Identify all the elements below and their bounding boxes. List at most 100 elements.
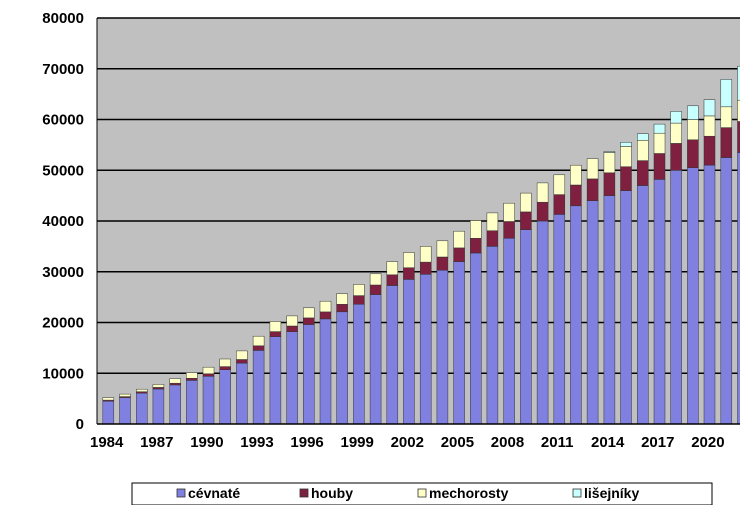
bar-cévnaté-2022 xyxy=(737,152,740,425)
bar-mechorosty-1998 xyxy=(336,293,348,305)
bar-mechorosty-2003 xyxy=(419,246,432,263)
bar-cévnaté-1986 xyxy=(136,392,148,425)
y-tick-label: 10000 xyxy=(42,365,84,382)
bar-lišejníky-2022 xyxy=(737,65,740,101)
bar-lišejníky-2018 xyxy=(670,111,682,124)
legend-label: houby xyxy=(311,485,353,501)
bar-cévnaté-2007 xyxy=(486,246,499,425)
bar-houby-2018 xyxy=(670,143,682,171)
bar-cévnaté-2021 xyxy=(720,157,733,425)
y-tick-labels: 0 10000 20000 30000 40000 50000 60000 70000 8000… xyxy=(42,10,84,433)
bar-houby-2016 xyxy=(637,160,649,186)
bar-cévnaté-1994 xyxy=(269,336,282,425)
bar-mechorosty-1992 xyxy=(236,350,248,360)
bar-cévnaté-1993 xyxy=(252,350,265,425)
bar-mechorosty-1990 xyxy=(202,366,215,375)
y-tick-label: 60000 xyxy=(42,112,84,129)
y-tick-label: 0 xyxy=(76,416,84,433)
x-tick-label: 2017 xyxy=(641,434,674,451)
bar-houby-1992 xyxy=(236,359,248,364)
x-tick-label: 2005 xyxy=(441,434,474,451)
bar-houby-2009 xyxy=(520,211,532,230)
bar-cévnaté-2001 xyxy=(386,285,399,425)
bar-houby-1999 xyxy=(353,295,365,305)
bar-houby-1989 xyxy=(186,378,198,381)
bar-houby-2017 xyxy=(653,153,666,180)
bar-houby-1996 xyxy=(303,317,315,325)
bar-cévnaté-1995 xyxy=(286,331,298,425)
bar-mechorosty-2000 xyxy=(369,273,382,286)
legend-label: mechorosty xyxy=(429,485,509,501)
bar-houby-1991 xyxy=(219,366,231,370)
x-tick-label: 1999 xyxy=(341,434,374,451)
bar-mechorosty-2020 xyxy=(703,115,716,137)
bar-mechorosty-2011 xyxy=(553,174,566,195)
bar-cévnaté-2020 xyxy=(703,164,716,425)
bar-mechorosty-1988 xyxy=(169,378,181,384)
bar-mechorosty-2010 xyxy=(536,182,549,203)
bar-mechorosty-2021 xyxy=(720,106,733,128)
bar-lišejníky-2020 xyxy=(703,99,716,117)
bar-houby-2008 xyxy=(503,221,515,239)
bar-houby-2007 xyxy=(486,230,499,247)
bar-cévnaté-2009 xyxy=(520,229,532,425)
x-tick-label: 2002 xyxy=(391,434,424,451)
legend-swatch xyxy=(299,488,309,498)
bar-cévnaté-2013 xyxy=(586,200,599,425)
bar-mechorosty-1984 xyxy=(102,397,115,401)
bar-cévnaté-2011 xyxy=(553,214,566,425)
bar-mechorosty-2016 xyxy=(637,140,649,161)
bar-houby-2002 xyxy=(403,267,415,280)
bar-cévnaté-1996 xyxy=(303,324,315,425)
bar-mechorosty-1997 xyxy=(319,300,332,313)
bar-houby-2005 xyxy=(453,247,465,262)
bar-cévnaté-2016 xyxy=(637,185,649,425)
bar-lišejníky-2015 xyxy=(620,142,632,147)
bar-houby-1998 xyxy=(336,303,348,313)
bar-cévnaté-1987 xyxy=(152,388,165,425)
bar-lišejníky-2021 xyxy=(720,79,733,108)
x-tick-label: 1993 xyxy=(240,434,273,451)
bar-cévnaté-1991 xyxy=(219,369,231,425)
x-tick-labels: 1984 1987 1990 1993 1996 1999 2002 2005 2008 2011… xyxy=(90,434,725,451)
y-tick-label: 30000 xyxy=(42,264,84,281)
bar-mechorosty-1985 xyxy=(119,393,131,397)
bar-cévnaté-1988 xyxy=(169,384,181,425)
bar-cévnaté-1989 xyxy=(186,380,198,425)
bar-cévnaté-2003 xyxy=(419,274,432,425)
bar-mechorosty-1994 xyxy=(269,321,282,332)
bar-mechorosty-2006 xyxy=(470,220,482,239)
bar-mechorosty-2017 xyxy=(653,132,666,154)
bar-mechorosty-2019 xyxy=(687,119,699,141)
bar-mechorosty-1986 xyxy=(136,388,148,392)
bar-cévnaté-2017 xyxy=(653,179,666,425)
bar-houby-2014 xyxy=(603,172,616,196)
bar-mechorosty-1987 xyxy=(152,384,165,388)
bar-lišejníky-2019 xyxy=(687,105,699,120)
bar-mechorosty-2013 xyxy=(586,158,599,180)
bar-houby-2000 xyxy=(369,284,382,295)
bar-cévnaté-2006 xyxy=(470,252,482,425)
bar-houby-1997 xyxy=(319,311,332,320)
bar-houby-2020 xyxy=(703,135,716,166)
bar-cévnaté-2014 xyxy=(603,195,616,425)
bar-mechorosty-1996 xyxy=(303,307,315,319)
x-tick-label: 2020 xyxy=(691,434,724,451)
bar-houby-1990 xyxy=(202,373,215,377)
bar-cévnaté-2012 xyxy=(570,205,582,425)
bar-cévnaté-1984 xyxy=(102,400,115,425)
bar-mechorosty-2012 xyxy=(570,164,582,186)
legend: cévnaté houby mechorosty lišejníky xyxy=(131,482,713,505)
y-tick-label: 40000 xyxy=(42,213,84,230)
bar-mechorosty-2005 xyxy=(453,230,465,249)
bar-houby-1995 xyxy=(286,325,298,332)
x-tick-label: 1984 xyxy=(90,434,124,451)
bar-mechorosty-2007 xyxy=(486,212,499,231)
bar-cévnaté-2015 xyxy=(620,190,632,425)
bar-lišejníky-2014 xyxy=(603,151,616,153)
x-tick-label: 2014 xyxy=(591,434,625,451)
bar-houby-1987 xyxy=(152,387,165,390)
bar-mechorosty-2009 xyxy=(520,192,532,213)
bar-houby-1993 xyxy=(252,345,265,351)
